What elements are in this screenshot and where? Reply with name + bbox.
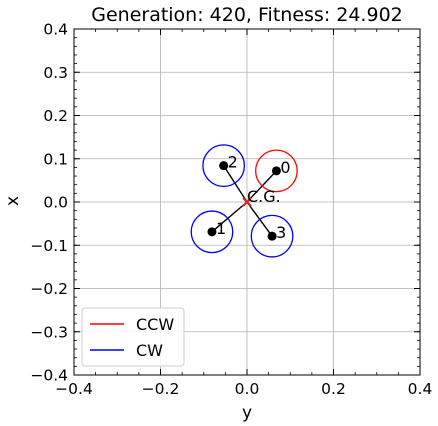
- cg-marker-stroke-b: [242, 197, 252, 207]
- y-tick-label: −0.3: [30, 323, 68, 341]
- rotor-circle-0: [255, 149, 298, 193]
- rotor-arm-2: [223, 165, 248, 203]
- y-tick-label: −0.4: [30, 367, 68, 385]
- legend-label-cw: CW: [136, 341, 163, 360]
- cg-layer: C.G.: [242, 187, 281, 207]
- y-axis-label: x: [3, 196, 23, 206]
- y-tick-label: −0.2: [30, 280, 68, 298]
- legend: CCW CW: [81, 307, 185, 367]
- y-tick-label: 0.1: [43, 150, 68, 168]
- cg-label: C.G.: [247, 187, 281, 206]
- rotor-hub-2: [219, 161, 229, 171]
- legend-label-ccw: CCW: [136, 315, 174, 334]
- rotor-hub-1: [207, 227, 217, 237]
- x-tick-label: −0.2: [142, 380, 180, 398]
- chart-title: Generation: 420, Fitness: 24.902: [91, 4, 403, 26]
- rotor-circle-3: [250, 214, 294, 258]
- rotor-hub-3: [267, 231, 277, 241]
- x-tick-label: 0.4: [408, 380, 433, 398]
- x-tick-label: 0.2: [321, 380, 346, 398]
- x-tick-label: −0.4: [55, 380, 93, 398]
- rotor-circle-1: [190, 210, 234, 254]
- rotor-hub-0: [271, 166, 281, 176]
- rotor-circle-2: [202, 144, 246, 188]
- y-tick-label: 0.4: [43, 21, 68, 39]
- rotor-label-1: 1: [216, 219, 226, 238]
- rotor-layer: 0 1 2 3: [190, 144, 298, 258]
- y-tick-label: 0.2: [43, 107, 68, 125]
- rotor-arm-0: [246, 170, 277, 203]
- y-tick-label: 0.0: [43, 194, 68, 212]
- plot-frame: [73, 28, 421, 376]
- x-axis-label: y: [242, 403, 252, 423]
- rotor-label-3: 3: [276, 223, 286, 242]
- rotor-label-0: 0: [280, 158, 290, 177]
- rotor-arm-1: [211, 201, 248, 233]
- tick-label-layer: −0.4 −0.2 0.0 0.2 0.4 −0.4 −0.3 −0.2 −0.1 0.0 0.1 0…: [30, 21, 432, 399]
- rotor-label-2: 2: [228, 153, 238, 172]
- legend-box: [81, 307, 185, 367]
- x-tick-label: 0.0: [235, 380, 260, 398]
- y-tick-label: −0.1: [30, 237, 68, 255]
- y-tick-label: 0.3: [43, 64, 68, 82]
